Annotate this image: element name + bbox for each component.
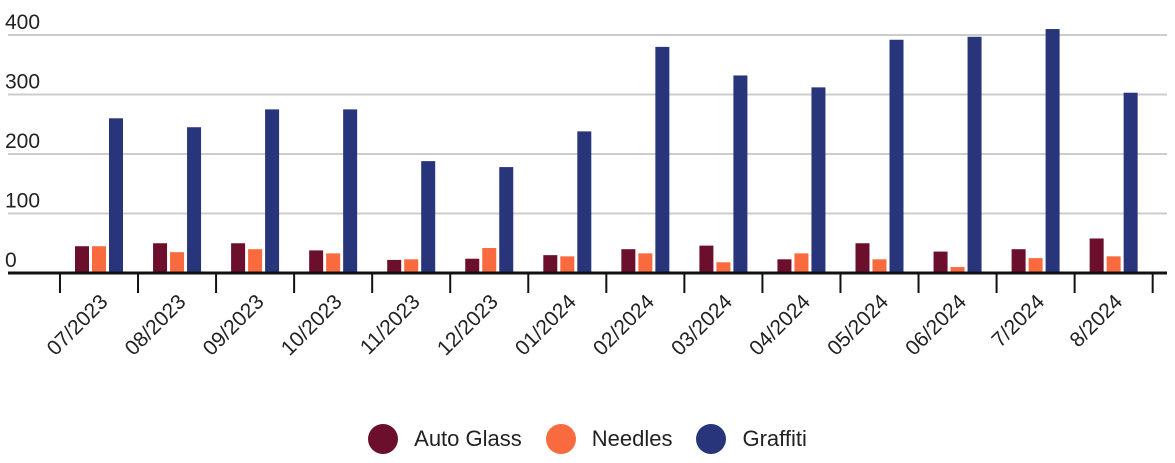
y-axis-tick-labels: 0 100 200 300 400 bbox=[5, 11, 40, 272]
bar-graffiti-10-2023 bbox=[343, 109, 358, 273]
bar-graffiti-03-2024 bbox=[733, 75, 748, 274]
y-tick-label-400: 400 bbox=[5, 11, 40, 34]
bar-needles-10-2023 bbox=[326, 253, 341, 273]
bar-chart: 0 100 200 300 400 07/2023 08/2023 09/2023 10/20… bbox=[5, 11, 1167, 360]
bar-auto-glass-07-2023 bbox=[75, 246, 89, 273]
y-tick-label-0: 0 bbox=[5, 249, 17, 272]
bar-auto-glass-02-2024 bbox=[621, 249, 636, 273]
legend: Auto Glass Needles Graffiti bbox=[0, 424, 1175, 454]
x-tick-label-7-2024: 7/2024 bbox=[987, 290, 1049, 352]
bar-graffiti-01-2024 bbox=[577, 131, 592, 273]
x-tick-label-05-2024: 05/2024 bbox=[823, 290, 893, 360]
legend-item-graffiti: Graffiti bbox=[696, 424, 807, 454]
x-tick-label-06-2024: 06/2024 bbox=[901, 290, 971, 360]
bar-graffiti-08-2023 bbox=[187, 127, 202, 273]
bar-graffiti-09-2023 bbox=[265, 109, 280, 273]
y-tick-label-200: 200 bbox=[5, 130, 40, 153]
x-tick-label-09-2023: 09/2023 bbox=[199, 290, 269, 360]
bar-auto-glass-09-2023 bbox=[231, 243, 246, 273]
bar-auto-glass-05-2024 bbox=[855, 243, 870, 273]
bar-needles-04-2024 bbox=[794, 253, 809, 273]
legend-label-graffiti: Graffiti bbox=[742, 426, 807, 451]
y-tick-label-100: 100 bbox=[5, 190, 40, 213]
legend-item-auto-glass: Auto Glass bbox=[368, 424, 522, 454]
x-tick-label-02-2024: 02/2024 bbox=[589, 290, 659, 360]
x-tick-label-08-2023: 08/2023 bbox=[121, 290, 191, 360]
bar-graffiti-04-2024 bbox=[811, 87, 826, 273]
x-tick-label-07-2023: 07/2023 bbox=[43, 290, 113, 360]
legend-swatch-needles bbox=[545, 424, 576, 454]
y-tick-label-300: 300 bbox=[5, 71, 40, 94]
bar-auto-glass-06-2024 bbox=[933, 251, 948, 273]
bar-needles-12-2023 bbox=[482, 248, 497, 273]
legend-item-needles: Needles bbox=[545, 424, 673, 454]
bar-graffiti-12-2023 bbox=[499, 167, 514, 273]
x-axis bbox=[8, 271, 1167, 293]
bar-graffiti-06-2024 bbox=[967, 36, 982, 273]
bar-needles-02-2024 bbox=[638, 253, 653, 273]
bar-auto-glass-11-2023 bbox=[387, 259, 402, 273]
bar-needles-06-2024 bbox=[950, 267, 965, 273]
bar-graffiti-8-2024 bbox=[1123, 92, 1138, 273]
x-tick-label-12-2023: 12/2023 bbox=[433, 290, 503, 360]
x-tick-label-8-2024: 8/2024 bbox=[1066, 290, 1128, 352]
x-tick-label-03-2024: 03/2024 bbox=[667, 290, 737, 360]
bar-auto-glass-12-2023 bbox=[465, 258, 480, 273]
legend-swatch-graffiti bbox=[696, 424, 727, 454]
bar-needles-09-2023 bbox=[248, 249, 263, 273]
x-tick-label-01-2024: 01/2024 bbox=[511, 290, 581, 360]
bar-graffiti-7-2024 bbox=[1045, 29, 1060, 273]
bar-needles-03-2024 bbox=[716, 262, 731, 273]
bar-graffiti-02-2024 bbox=[655, 46, 670, 274]
x-axis-tick-labels: 07/2023 08/2023 09/2023 10/2023 11/2023 12/20… bbox=[43, 290, 1128, 360]
bar-graffiti-11-2023 bbox=[421, 161, 436, 273]
bar-auto-glass-7-2024 bbox=[1011, 249, 1026, 273]
legend-label-auto-glass: Auto Glass bbox=[414, 426, 522, 451]
bar-auto-glass-10-2023 bbox=[309, 250, 324, 273]
bars bbox=[75, 29, 1138, 274]
x-tick-label-04-2024: 04/2024 bbox=[745, 290, 815, 360]
bar-needles-05-2024 bbox=[872, 259, 887, 273]
bar-needles-7-2024 bbox=[1028, 258, 1043, 273]
x-tick-label-10-2023: 10/2023 bbox=[277, 290, 347, 360]
bar-needles-8-2024 bbox=[1106, 256, 1121, 273]
bar-auto-glass-8-2024 bbox=[1089, 238, 1104, 273]
bar-auto-glass-03-2024 bbox=[699, 245, 714, 273]
bar-auto-glass-08-2023 bbox=[153, 243, 168, 273]
bar-graffiti-07-2023 bbox=[109, 118, 123, 273]
bar-needles-07-2023 bbox=[92, 246, 106, 273]
bar-auto-glass-01-2024 bbox=[543, 255, 558, 273]
legend-label-needles: Needles bbox=[591, 426, 673, 451]
bar-needles-11-2023 bbox=[404, 259, 419, 273]
x-tick-label-11-2023: 11/2023 bbox=[356, 290, 425, 359]
bar-needles-01-2024 bbox=[560, 256, 575, 273]
legend-swatch-auto-glass bbox=[368, 424, 399, 454]
bar-needles-08-2023 bbox=[170, 252, 185, 273]
bar-graffiti-05-2024 bbox=[889, 39, 904, 274]
bar-auto-glass-04-2024 bbox=[777, 259, 792, 273]
